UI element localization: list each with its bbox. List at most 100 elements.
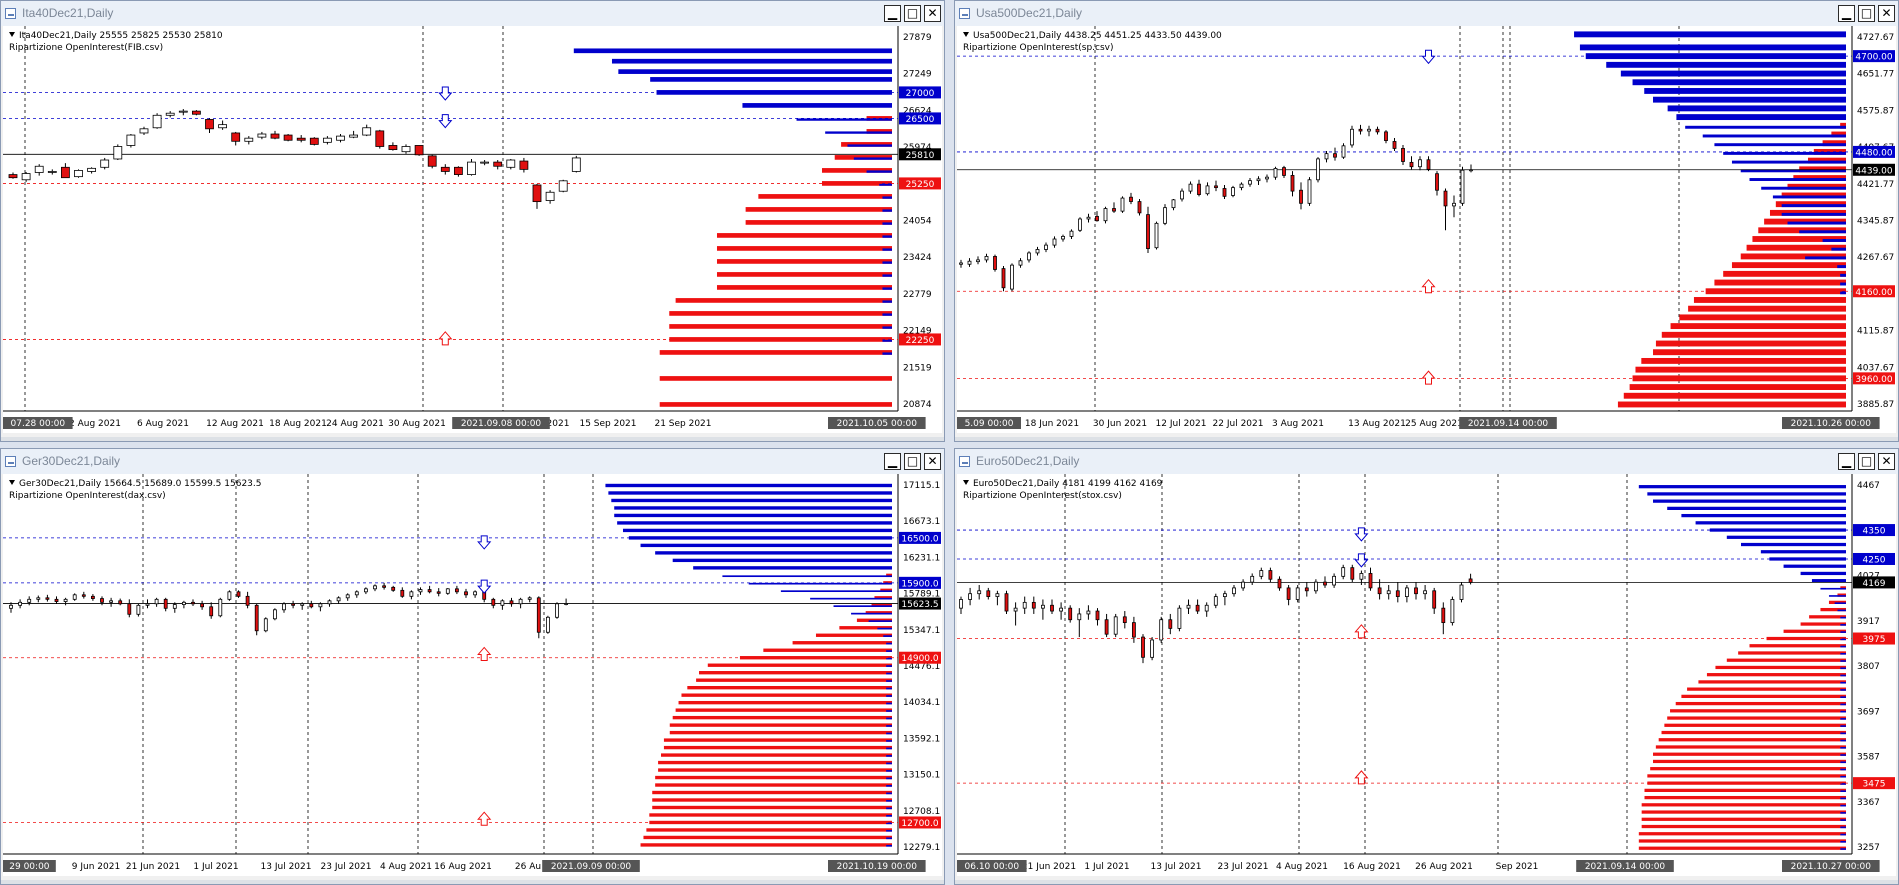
oi-put-bar bbox=[879, 183, 892, 186]
time-box-cursor-bg bbox=[1576, 860, 1674, 872]
chart-svg: 17115.1 16673.1 16231.1 15789.1 15347.1 14476… bbox=[3, 474, 941, 872]
price-axis-label: 3917 bbox=[1857, 617, 1880, 627]
oi-put-bar bbox=[1837, 265, 1846, 269]
candle-bear bbox=[254, 604, 259, 632]
close-button[interactable]: ✕ bbox=[924, 5, 941, 22]
horizontal-scrollbar[interactable] bbox=[1, 437, 944, 441]
window-titlebar[interactable]: Ger30Dec21,Daily ▁ □ ✕ bbox=[1, 449, 944, 474]
oi-put-bar bbox=[1822, 239, 1846, 242]
candle-bull bbox=[218, 598, 223, 617]
oi-put-bar bbox=[886, 725, 892, 727]
oi-call-bar bbox=[1670, 709, 1846, 713]
level-tag-bg bbox=[1853, 163, 1895, 176]
candle-bear bbox=[1141, 636, 1145, 658]
horizontal-scrollbar[interactable] bbox=[1, 880, 944, 884]
oi-put-bar bbox=[611, 58, 892, 64]
candle-bull bbox=[1423, 590, 1428, 595]
chart-window-usa500[interactable]: Usa500Dec21,Daily ▁ □ ✕ 4727.67 4651.77 45… bbox=[954, 0, 1899, 442]
oi-call-bar bbox=[1681, 694, 1846, 698]
oi-put-bar bbox=[1653, 499, 1846, 503]
time-axis-label: 9 Jun 2021 bbox=[72, 862, 120, 872]
candle-bear bbox=[1395, 590, 1400, 597]
candle-bear bbox=[1137, 201, 1142, 214]
oi-put-bar bbox=[1840, 725, 1846, 727]
window-titlebar[interactable]: Ita40Dec21,Daily ▁ □ ✕ bbox=[1, 1, 944, 26]
close-button[interactable]: ✕ bbox=[1878, 5, 1895, 22]
minimize-button[interactable]: ▁ bbox=[1838, 5, 1855, 22]
candle-bull bbox=[1231, 187, 1235, 196]
oi-put-bar bbox=[1781, 204, 1846, 208]
horizontal-scrollbar[interactable] bbox=[955, 437, 1898, 441]
candle-bear bbox=[1004, 593, 1009, 612]
horizontal-scrollbar[interactable] bbox=[955, 880, 1898, 884]
candle-bull bbox=[87, 167, 96, 172]
level-tag: 27000 bbox=[906, 89, 935, 99]
time-axis-label: 22 Jul 2021 bbox=[1213, 419, 1264, 429]
time-box-left-bg bbox=[957, 860, 1027, 872]
candle-bull bbox=[571, 157, 581, 172]
minimize-button[interactable]: ▁ bbox=[1838, 453, 1855, 470]
candle-bull bbox=[1041, 604, 1045, 609]
chart-plot-area[interactable]: 4467413740273917380736973587336732574350… bbox=[957, 474, 1896, 876]
candle-bear bbox=[1197, 183, 1201, 195]
arrow-up-icon bbox=[1354, 624, 1369, 639]
oi-put-bar bbox=[1685, 125, 1846, 129]
maximize-button[interactable]: □ bbox=[1858, 5, 1875, 22]
oi-call-bar bbox=[1766, 636, 1846, 641]
oi-put-bar bbox=[886, 672, 892, 675]
chart-window-euro50[interactable]: Euro50Dec21,Daily ▁ □ ✕ 4467413740273917… bbox=[954, 448, 1899, 885]
chart-plot-area[interactable]: 2787927249266242597424699240542342422779… bbox=[3, 26, 942, 433]
oi-call-bar bbox=[1661, 331, 1846, 338]
candle-bear bbox=[1333, 153, 1337, 158]
oi-put-bar bbox=[886, 642, 892, 645]
close-button[interactable]: ✕ bbox=[1878, 453, 1895, 470]
close-button[interactable]: ✕ bbox=[924, 453, 941, 470]
maximize-button[interactable]: □ bbox=[904, 453, 921, 470]
window-titlebar[interactable]: Euro50Dec21,Daily ▁ □ ✕ bbox=[955, 449, 1898, 474]
chart-window-ger30[interactable]: Ger30Dec21,Daily ▁ □ ✕ 17115.1 16673.1 162… bbox=[0, 448, 945, 885]
oi-put-bar bbox=[1740, 542, 1846, 547]
maximize-button[interactable]: □ bbox=[1858, 453, 1875, 470]
maximize-button[interactable]: □ bbox=[904, 5, 921, 22]
minimize-button[interactable]: ▁ bbox=[884, 453, 901, 470]
oi-call-bar bbox=[655, 775, 892, 780]
oi-put-bar bbox=[886, 665, 892, 667]
candle-bear bbox=[127, 603, 132, 615]
oi-call-bar bbox=[1706, 673, 1846, 677]
candle-bull bbox=[1010, 264, 1014, 290]
candle-bull bbox=[152, 114, 162, 129]
candle-bear bbox=[1299, 189, 1303, 204]
candle-bear bbox=[1131, 622, 1136, 638]
time-axis-label: 4 Aug 2021 bbox=[1276, 862, 1328, 872]
time-axis-label: 13 Jul 2021 bbox=[261, 862, 312, 872]
oi-call-bar bbox=[716, 246, 892, 251]
chart-plot-area[interactable]: 4727.674651.774575.874497.674421.774345.… bbox=[957, 26, 1896, 433]
candle-bull bbox=[322, 137, 332, 143]
oi-put-bar bbox=[886, 717, 892, 720]
candle-bull bbox=[1324, 153, 1329, 160]
candle-bull bbox=[178, 110, 188, 113]
arrow-down-icon bbox=[477, 579, 492, 594]
candle-bull bbox=[959, 262, 963, 265]
level-tag: 4169 bbox=[1863, 579, 1886, 589]
oi-call-bar bbox=[1799, 166, 1846, 173]
oi-put-bar bbox=[1606, 61, 1846, 68]
oi-put-bar bbox=[1840, 681, 1846, 684]
oi-call-bar bbox=[1644, 788, 1846, 792]
oi-call-bar bbox=[1653, 759, 1846, 764]
candle-bull bbox=[109, 600, 113, 603]
window-titlebar[interactable]: Usa500Dec21,Daily ▁ □ ✕ bbox=[955, 1, 1898, 26]
chart-window-ita40[interactable]: Ita40Dec21,Daily ▁ □ ✕ 27879 27249 26624 25… bbox=[0, 0, 945, 442]
candle-bear bbox=[1432, 590, 1437, 609]
oi-call-bar bbox=[1623, 392, 1846, 399]
oi-put-bar bbox=[1837, 609, 1846, 612]
oi-put-bar bbox=[886, 732, 892, 735]
minimize-button[interactable]: ▁ bbox=[884, 5, 901, 22]
candle-bear bbox=[1222, 188, 1227, 197]
oi-put-bar bbox=[868, 620, 892, 622]
oi-put-bar bbox=[1840, 848, 1846, 850]
chart-plot-area[interactable]: 17115.1 16673.1 16231.1 15789.1 15347.1 14476… bbox=[3, 474, 942, 876]
oi-call-bar bbox=[1641, 803, 1846, 807]
candle-bear bbox=[1401, 148, 1405, 162]
oi-call-bar bbox=[1679, 314, 1846, 321]
